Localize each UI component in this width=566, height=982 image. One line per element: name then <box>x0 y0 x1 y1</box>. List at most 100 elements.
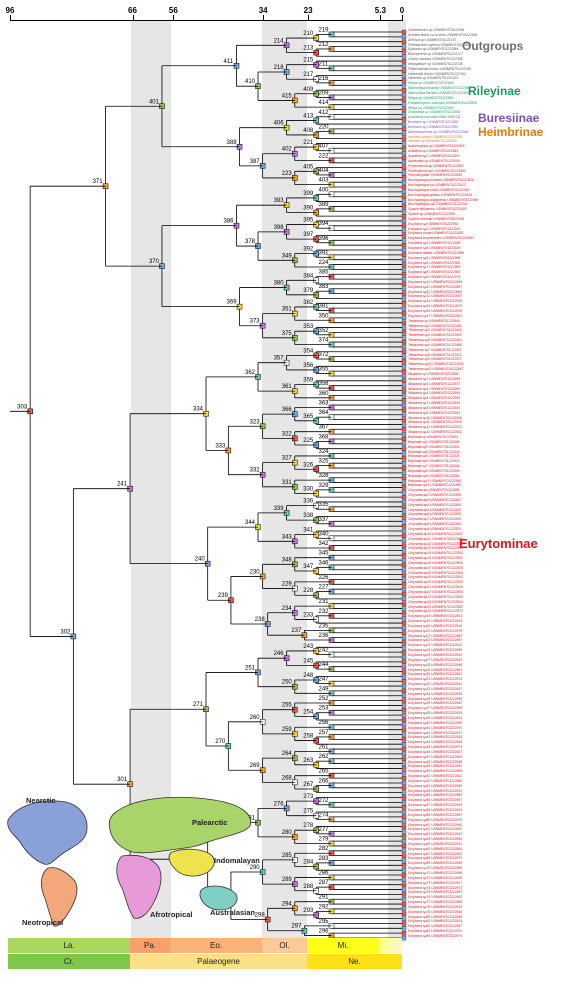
node-number-label: 261 <box>319 744 330 750</box>
node-number-label: 322 <box>282 431 293 437</box>
taxon-label: Systole sp USNMENT01222926 <box>408 212 456 217</box>
node-number-label: 386 <box>224 219 235 225</box>
taxon-label: Eurytoma sp25 USNMENT01222999 <box>408 648 463 653</box>
tip-area-marker <box>401 393 407 398</box>
taxon-label: Chryseida sp20 USNMENT01222934 <box>408 580 463 585</box>
tip-area-marker <box>401 291 407 296</box>
taxon-label: Eurytoma sp59 USNMENT01222987 <box>408 812 463 817</box>
taxon-label: Peltochalcidia bicolor USNMENT01222168 <box>408 66 471 71</box>
taxon-label: Eurytoma sp30 USNMENT01222962 <box>408 672 463 677</box>
node-number-label: 379 <box>303 288 314 294</box>
tip-area-marker <box>401 577 407 582</box>
taxon-label: Halticella sp USNMENT01222163 <box>408 76 458 81</box>
taxon-label: Chryseida sp23 USNMENT01222960 <box>408 594 463 599</box>
tip-area-marker <box>401 107 407 112</box>
tip-area-marker <box>401 766 407 771</box>
node-number-label: 232 <box>319 609 330 615</box>
tip-area-marker <box>401 97 407 102</box>
tip-area-marker <box>401 136 407 141</box>
node-number-label: 352 <box>319 328 330 334</box>
taxon-label: Eurytoma sp27 USNMENT01222935 <box>408 657 463 662</box>
taxon-label: Eurytoma tibialis USNMENT01222999 <box>408 250 465 255</box>
tip-area-marker <box>401 848 407 853</box>
node-number-label: 292 <box>319 904 330 910</box>
taxon-label: Rileya sp USNMENT01222990 <box>408 105 454 110</box>
tip-area-marker <box>401 887 407 892</box>
tip-area-marker <box>401 29 407 35</box>
node-number-label: 329 <box>319 483 330 489</box>
node-number-label: 282 <box>319 846 330 852</box>
taxon-label: Eurytoma sp20 USNMENT01222916 <box>408 623 463 628</box>
tip-area-marker <box>401 68 407 73</box>
taxon-label: Eurytoma sp34 USNMENT01222936 <box>408 691 463 696</box>
taxon-label: Eurytoma sp60 USNMENT01222970 <box>408 817 463 822</box>
period-palaeogene: Palaeogene <box>130 954 307 969</box>
tip-area-marker <box>401 858 407 863</box>
tip-area-marker <box>401 543 407 548</box>
tip-area-marker <box>401 838 407 844</box>
node-number-label: 238 <box>255 617 266 623</box>
node-number-label: 375 <box>282 331 293 337</box>
node-number-label: 242 <box>319 648 330 654</box>
epoch-late-cretaceous: La. <box>8 938 130 953</box>
node-number-label: 303 <box>17 404 28 410</box>
tip-area-marker <box>401 795 407 800</box>
tip-area-marker <box>401 238 407 243</box>
taxon-label: Aiolomorphus sp USNMENT01222905 <box>408 144 465 149</box>
tip-area-marker <box>401 34 407 39</box>
taxon-label: Epitranus sp USNMENT01223084 <box>408 47 459 52</box>
taxon-label: Heimbra opaca USNMENT01222958 <box>408 134 463 139</box>
tip-area-marker <box>401 78 407 83</box>
taxon-label: Eurytoma sp46 USNMENT01222927 <box>408 749 463 754</box>
taxon-label: Eurytoma sp28 USNMENT01222948 <box>408 662 463 667</box>
tip-area-marker <box>401 262 407 267</box>
node-number-label: 325 <box>319 459 330 465</box>
tip-area-marker <box>401 582 407 587</box>
taxon-label: Chryseida sp18 USNMENT01222964 <box>408 570 463 575</box>
tip-area-marker <box>401 92 407 98</box>
node-number-label: 276 <box>274 801 285 807</box>
tip-area-marker <box>401 310 407 316</box>
tip-area-marker <box>401 742 407 747</box>
tip-area-marker <box>401 703 407 708</box>
tip-area-marker <box>401 620 407 626</box>
taxon-label: Nikanoria sp12 USNMENT01222971 <box>408 425 462 430</box>
taxon-label: Eurytoma sp40 USNMENT01222989 <box>408 720 463 725</box>
epoch-pliocene <box>379 938 392 953</box>
node-number-label: 385 <box>319 270 330 276</box>
taxon-label: Eurytoma sp83 USNMENT01222911 <box>408 929 462 934</box>
node-number-label: 260 <box>250 715 261 721</box>
taxon-label: Eurytoma sp82 USNMENT01222997 <box>408 924 463 929</box>
tip-area-marker <box>401 514 407 519</box>
taxon-label: Eurytoma sp70 USNMENT01222988 <box>408 866 463 871</box>
node-number-label: 334 <box>193 407 204 413</box>
node-number-label: 327 <box>282 456 293 462</box>
node-number-label: 333 <box>215 443 226 449</box>
taxon-label: Chryseida sp7 USNMENT01222915 <box>408 517 461 522</box>
taxon-label: Chalcis barbara USNMENT01222182 <box>408 57 463 62</box>
tip-area-marker <box>401 155 407 161</box>
tip-area-marker <box>401 824 407 829</box>
taxon-label: Dirhinus sp USNMENT01222157 <box>408 37 457 42</box>
tip-area-marker <box>401 330 407 335</box>
taxon-label: Chryseida sp19 USNMENT01222953 <box>408 575 463 580</box>
tip-area-marker <box>401 180 407 185</box>
node-number-label: 345 <box>319 551 330 557</box>
taxon-label: Bephrata sp4 USNMENT01222919 <box>408 449 460 454</box>
node-number-label: 211 <box>319 61 329 67</box>
node-number-label: 214 <box>274 38 285 44</box>
node-number-label: 339 <box>274 506 285 512</box>
tip-area-marker <box>401 712 407 718</box>
tip-area-marker <box>401 756 407 761</box>
tip-area-marker <box>401 640 407 645</box>
node-number-label: 330 <box>303 486 314 492</box>
node-number-label: 222 <box>319 153 330 159</box>
taxon-label: Eurytoma sp45 USNMENT01222979 <box>408 745 463 750</box>
node-number-label: 363 <box>319 400 330 406</box>
tip-area-marker <box>401 504 407 509</box>
tip-area-marker <box>401 645 407 650</box>
node-number-label: 407 <box>319 144 330 150</box>
tip-area-marker <box>401 664 407 669</box>
tip-area-marker <box>401 800 407 805</box>
